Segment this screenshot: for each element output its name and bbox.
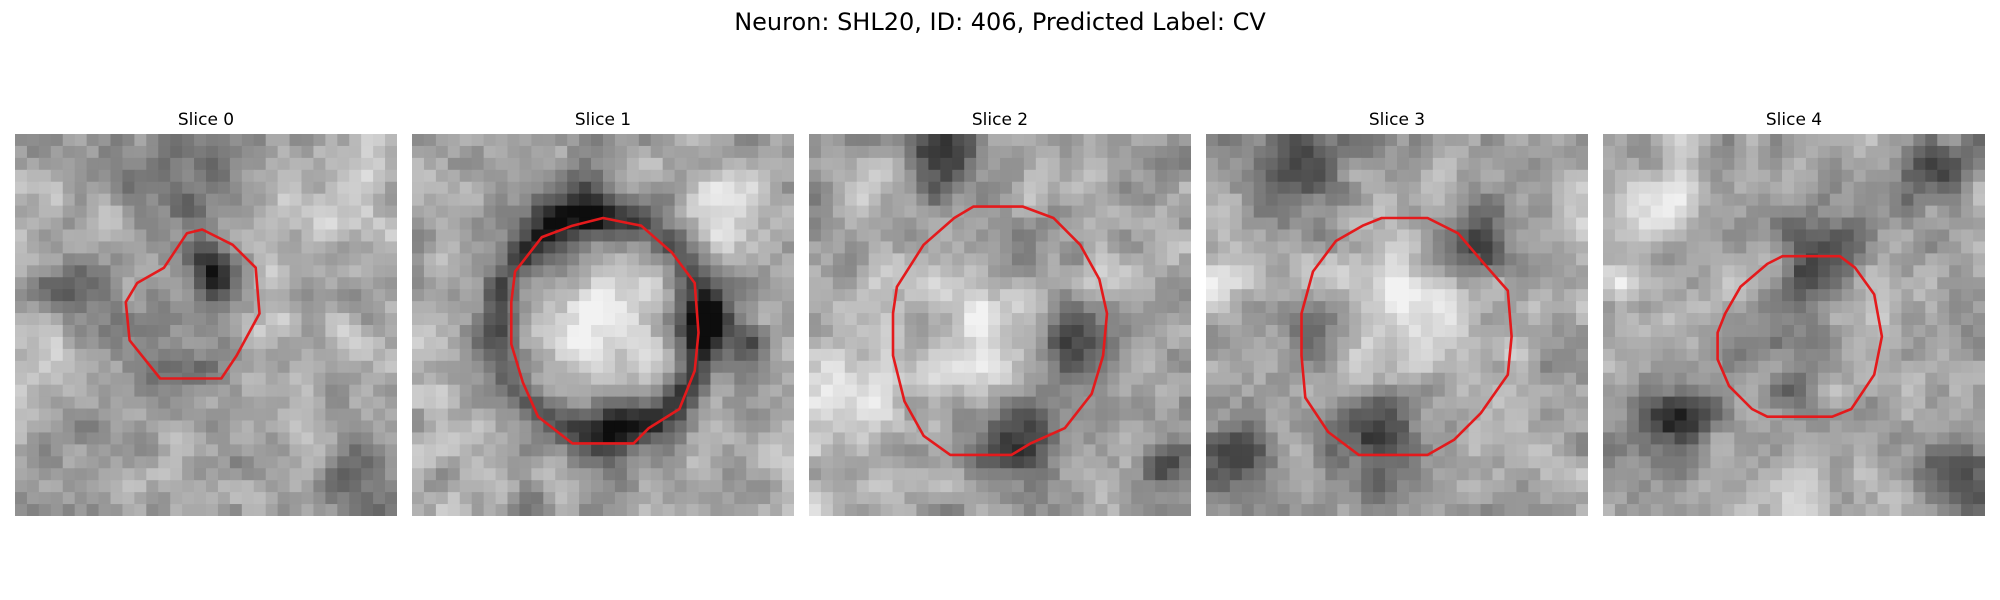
slice-image (15, 134, 397, 516)
slice-image (1206, 134, 1588, 516)
vesicle-contour (1300, 216, 1513, 457)
slice-title: Slice 3 (1368, 110, 1426, 130)
slice-image (412, 134, 794, 516)
slice-image (809, 134, 1191, 516)
slice-title: Slice 4 (1765, 110, 1823, 130)
figure-title: Neuron: SHL20, ID: 406, Predicted Label:… (734, 8, 1266, 36)
slice-panel-2: Slice 2 (809, 106, 1191, 516)
slice-title: Slice 1 (574, 110, 632, 130)
vesicle-contour (1716, 254, 1884, 419)
slice-panel-0: Slice 0 (15, 106, 397, 516)
vesicle-contour (891, 205, 1109, 457)
slice-panel-4: Slice 4 (1603, 106, 1985, 516)
slice-panel-1: Slice 1 (412, 106, 794, 516)
slice-title: Slice 0 (177, 110, 235, 130)
vesicle-contour (510, 216, 700, 445)
slice-panel-3: Slice 3 (1206, 106, 1588, 516)
slice-title: Slice 2 (971, 110, 1029, 130)
vesicle-contour (124, 228, 261, 380)
slice-image (1603, 134, 1985, 516)
